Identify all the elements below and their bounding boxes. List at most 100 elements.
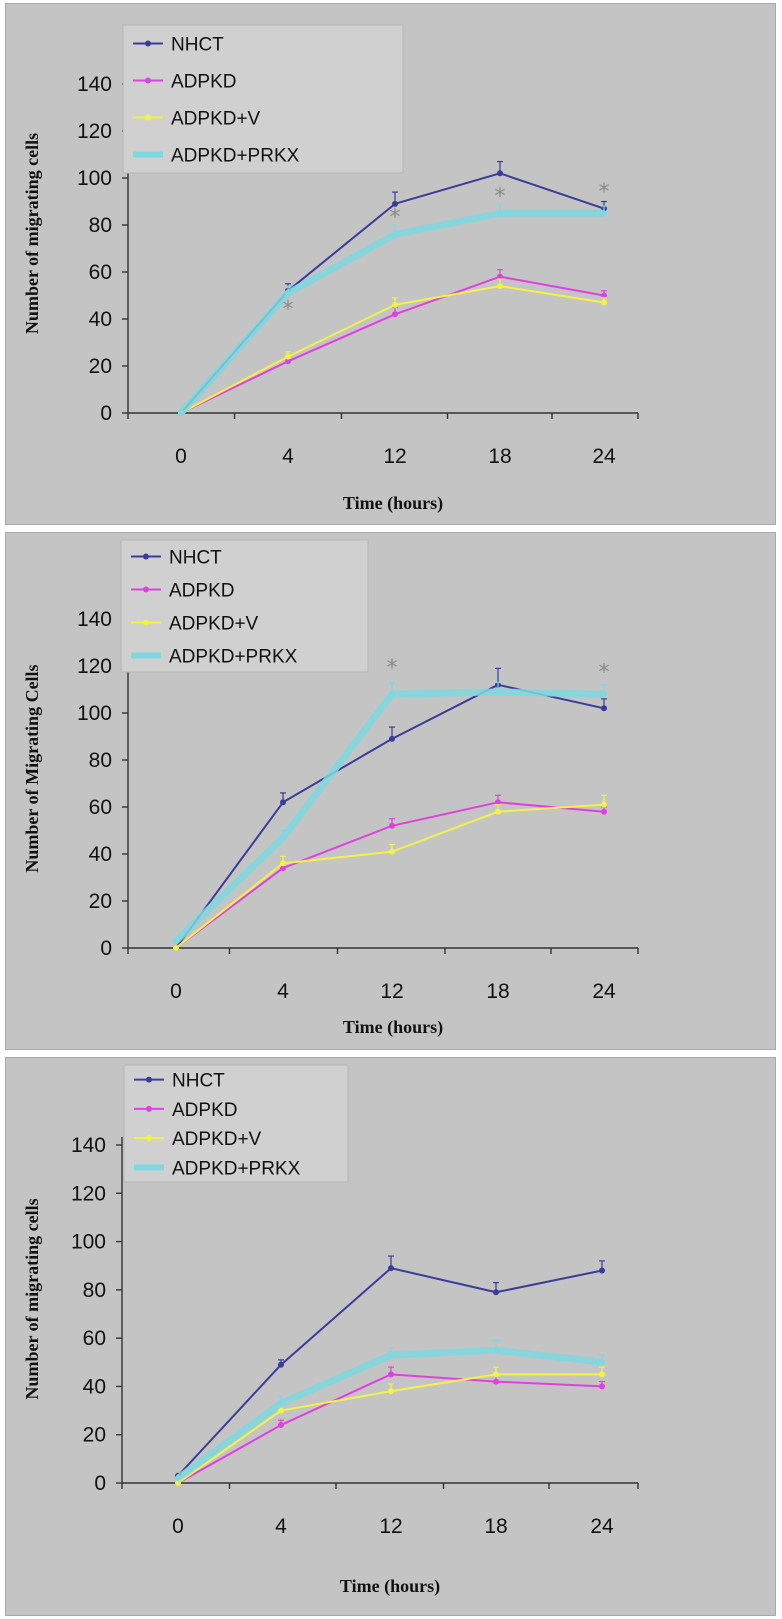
- chart-panel-1: 0 20 40 60 80 100 120 140 0 4 12 18 24 Time (hours) Nu…: [5, 3, 776, 525]
- legend-box: [123, 1064, 349, 1183]
- data-point: [278, 1407, 284, 1414]
- x-tick-label: 24: [590, 1515, 614, 1538]
- legend-label: ADPKD+PRKX: [169, 647, 298, 668]
- x-tick-label: 4: [275, 1515, 287, 1538]
- y-tick-label: 0: [100, 937, 112, 960]
- y-tick-label: 140: [77, 73, 112, 96]
- significance-marker: *: [387, 656, 398, 681]
- legend-box: [122, 24, 404, 174]
- legend-marker: [146, 1164, 152, 1171]
- x-axis-title: Time (hours): [340, 1576, 440, 1597]
- legend: NHCT ADPKD ADPKD+V ADPKD+PRKX: [123, 1064, 349, 1183]
- y-tick-label: 100: [77, 167, 112, 190]
- significance-marker: *: [390, 206, 401, 231]
- y-tick-label: 80: [83, 1279, 106, 1302]
- y-axis-title: Number of migrating cells: [22, 133, 42, 334]
- y-tick-label: 140: [71, 1134, 106, 1157]
- y-tick-label: 120: [77, 655, 112, 678]
- legend-marker: [143, 586, 149, 593]
- data-point: [601, 292, 607, 299]
- legend-label: ADPKD: [171, 72, 236, 93]
- y-tick-label: 0: [94, 1472, 106, 1495]
- legend-marker: [143, 553, 149, 560]
- data-point: [285, 290, 291, 297]
- data-point: [285, 358, 291, 365]
- y-axis-title: Number of Migrating Cells: [22, 664, 42, 872]
- chart-panel-2: 0 20 40 60 80 100 120 140 0 4 12 18 24 Time (hours) Nu…: [5, 532, 776, 1050]
- series-adpkd: [173, 794, 607, 951]
- legend-label: ADPKD+V: [172, 1129, 262, 1150]
- chart-panel-3: 0 20 40 60 80 100 120 140 0 4 12 18 24 Time (hours) Nu…: [5, 1057, 776, 1616]
- legend: NHCT ADPKD ADPKD+V ADPKD+PRKX: [120, 539, 369, 673]
- data-point: [175, 1475, 181, 1482]
- data-point: [493, 1289, 499, 1296]
- significance-marker: *: [495, 184, 506, 209]
- data-point: [175, 1480, 181, 1486]
- data-point: [493, 1371, 499, 1378]
- x-tick-label: 0: [172, 1515, 184, 1538]
- legend-marker: [146, 1105, 152, 1112]
- data-point: [599, 1371, 605, 1378]
- series-adpkd-prkx: [178, 203, 607, 416]
- data-point: [493, 1347, 499, 1354]
- y-tick-label: 0: [100, 402, 112, 425]
- y-axis-title: Number of migrating cells: [22, 1198, 42, 1399]
- legend: NHCT ADPKD ADPKD+V ADPKD+PRKX: [122, 24, 404, 174]
- y-tick-label: 40: [83, 1375, 106, 1398]
- series-line: [175, 683, 605, 949]
- data-point: [389, 848, 395, 855]
- legend-marker: [145, 151, 151, 158]
- series-nhct: [178, 160, 607, 416]
- series-line: [175, 1346, 603, 1482]
- data-point: [599, 1267, 605, 1274]
- significance-marker: *: [599, 180, 610, 205]
- y-tick-label: 20: [89, 355, 112, 378]
- y-tick-label: 40: [89, 843, 112, 866]
- x-tick-label: 12: [383, 445, 406, 468]
- data-point: [388, 1371, 394, 1378]
- y-tick-label: 100: [77, 702, 112, 725]
- legend-label: NHCT: [172, 1071, 225, 1092]
- data-point: [278, 1422, 284, 1429]
- legend-marker: [145, 77, 151, 84]
- x-tick-label: 4: [282, 445, 294, 468]
- legend-marker: [145, 114, 151, 121]
- data-point: [388, 1352, 394, 1359]
- y-tick-label: 40: [89, 308, 112, 331]
- series-adpkd-prkx: [173, 681, 607, 944]
- legend-box: [120, 539, 369, 673]
- x-tick-label: 12: [379, 1515, 402, 1538]
- data-point: [173, 945, 179, 951]
- data-point: [389, 691, 395, 698]
- data-point: [601, 801, 607, 808]
- legend-label: ADPKD: [169, 581, 234, 602]
- y-tick-label: 120: [71, 1182, 106, 1205]
- data-point: [178, 410, 184, 416]
- data-point: [392, 311, 398, 318]
- data-point: [389, 822, 395, 829]
- data-point: [601, 210, 607, 217]
- significance-marker: *: [283, 297, 294, 322]
- line-chart-2: 0 20 40 60 80 100 120 140 0 4 12 18 24 Time (hours) Nu…: [22, 539, 639, 1038]
- data-point: [599, 1383, 605, 1390]
- x-tick-label: 24: [592, 445, 616, 468]
- line-chart-1: 0 20 40 60 80 100 120 140 0 4 12 18 24 Time (hours) Nu…: [22, 24, 639, 514]
- legend-marker: [146, 1135, 152, 1142]
- data-point: [278, 1361, 284, 1368]
- legend-label: ADPKD+V: [171, 109, 261, 130]
- legend-label: ADPKD+PRKX: [171, 146, 300, 167]
- data-point: [392, 231, 398, 238]
- x-axis-title: Time (hours): [343, 1017, 443, 1038]
- data-point: [493, 1378, 499, 1385]
- legend-label: NHCT: [169, 548, 222, 569]
- data-point: [495, 808, 501, 815]
- y-tick-label: 80: [89, 749, 112, 772]
- series-line: [173, 688, 605, 944]
- data-point: [280, 865, 286, 872]
- significance-marker: *: [599, 661, 610, 686]
- data-point: [495, 688, 501, 695]
- data-point: [392, 200, 398, 207]
- legend-label: ADPKD: [172, 1100, 237, 1121]
- legend-marker: [146, 1076, 152, 1083]
- data-point: [497, 210, 503, 217]
